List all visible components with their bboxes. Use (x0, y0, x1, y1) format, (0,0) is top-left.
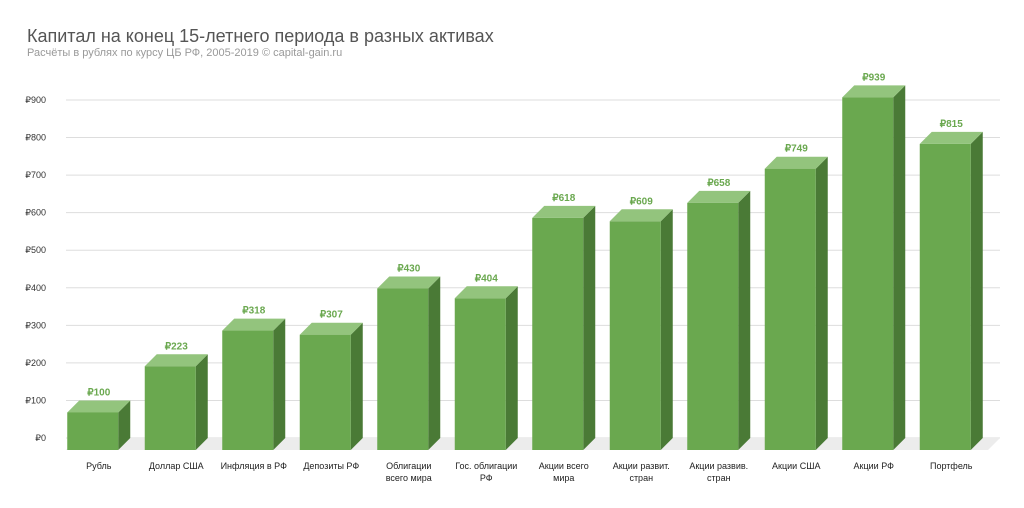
y-tick-label: ₽500 (25, 245, 46, 255)
x-tick-label: Акции РФ (854, 461, 895, 471)
data-label: ₽404 (475, 273, 498, 284)
bar-group (144, 354, 208, 450)
bar-group (532, 205, 596, 450)
data-label: ₽749 (785, 144, 808, 155)
y-tick-label: ₽800 (25, 133, 46, 143)
x-tick-label: Акции всего мира (539, 461, 589, 483)
x-tick-label: Доллар США (149, 461, 204, 471)
bar-top (532, 205, 596, 218)
x-tick-label: Рубль (86, 461, 112, 471)
bar-side (815, 156, 828, 450)
bar-top (67, 400, 131, 413)
y-tick-label: ₽0 (35, 433, 46, 443)
bar-group (377, 276, 441, 450)
bar-side (273, 318, 286, 450)
x-tick-label: Акции развив. стран (689, 461, 748, 483)
bar (144, 366, 196, 450)
data-label: ₽100 (87, 387, 110, 398)
bar-top (299, 322, 363, 335)
data-label: ₽307 (320, 310, 343, 321)
bar-side (893, 85, 906, 450)
bar-top (842, 85, 906, 98)
bar-side (970, 131, 983, 450)
y-tick-label: ₽700 (25, 170, 46, 180)
data-label: ₽318 (242, 306, 265, 317)
y-tick-label: ₽300 (25, 320, 46, 330)
x-tick-label: Акции развит. стран (613, 461, 670, 483)
bar-group (609, 209, 673, 450)
bar-side (583, 205, 596, 450)
bar (377, 288, 429, 450)
bar (67, 412, 119, 450)
bar-side (118, 400, 131, 450)
bar-top (764, 156, 828, 169)
bar-group (299, 322, 363, 450)
bar-side (350, 322, 363, 450)
bar (222, 330, 274, 450)
bar-top (144, 354, 208, 367)
bar (687, 202, 739, 450)
x-tick-label: Депозиты РФ (303, 461, 359, 471)
bar-group (222, 318, 286, 450)
x-tick-label: Облигации всего мира (386, 461, 432, 483)
bar-side (195, 354, 208, 450)
bar-group (764, 156, 828, 450)
bar-group (687, 190, 751, 450)
bar (919, 143, 971, 450)
y-tick-label: ₽400 (25, 283, 46, 293)
data-label: ₽658 (707, 178, 730, 189)
y-tick-label: ₽600 (25, 208, 46, 218)
bar-top (687, 190, 751, 203)
data-label: ₽430 (397, 264, 420, 275)
x-tick-label: Гос. облигации РФ (455, 461, 517, 483)
data-label: ₽815 (940, 119, 963, 130)
data-label: ₽609 (630, 196, 653, 207)
bar-top (919, 131, 983, 144)
data-label: ₽223 (165, 341, 188, 352)
y-tick-label: ₽900 (25, 95, 46, 105)
x-tick-label: Инфляция в РФ (221, 461, 288, 471)
bar-top (222, 318, 286, 331)
bar (842, 97, 894, 450)
x-tick-label: Портфель (930, 461, 973, 471)
bar (299, 334, 351, 450)
bar (454, 298, 506, 450)
chart-subtitle: Расчёты в рублях по курсу ЦБ РФ, 2005-20… (27, 47, 343, 59)
bar-group (919, 131, 983, 450)
y-tick-label: ₽200 (25, 358, 46, 368)
bar (609, 221, 661, 450)
bar (532, 217, 584, 450)
bar-side (738, 190, 751, 450)
bar-group (67, 400, 131, 450)
bar-side (660, 209, 673, 450)
bar-side (505, 286, 518, 450)
bar-top (377, 276, 441, 289)
bar-top (609, 209, 673, 222)
y-tick-label: ₽100 (25, 395, 46, 405)
data-label: ₽618 (552, 193, 575, 204)
bar-group (842, 85, 906, 450)
bar-top (454, 286, 518, 299)
data-label: ₽939 (862, 72, 885, 83)
bar-group (454, 286, 518, 450)
x-tick-label: Акции США (772, 461, 820, 471)
chart-title: Капитал на конец 15-летнего периода в ра… (27, 26, 494, 46)
bar (764, 168, 816, 450)
bar-side (428, 276, 441, 450)
